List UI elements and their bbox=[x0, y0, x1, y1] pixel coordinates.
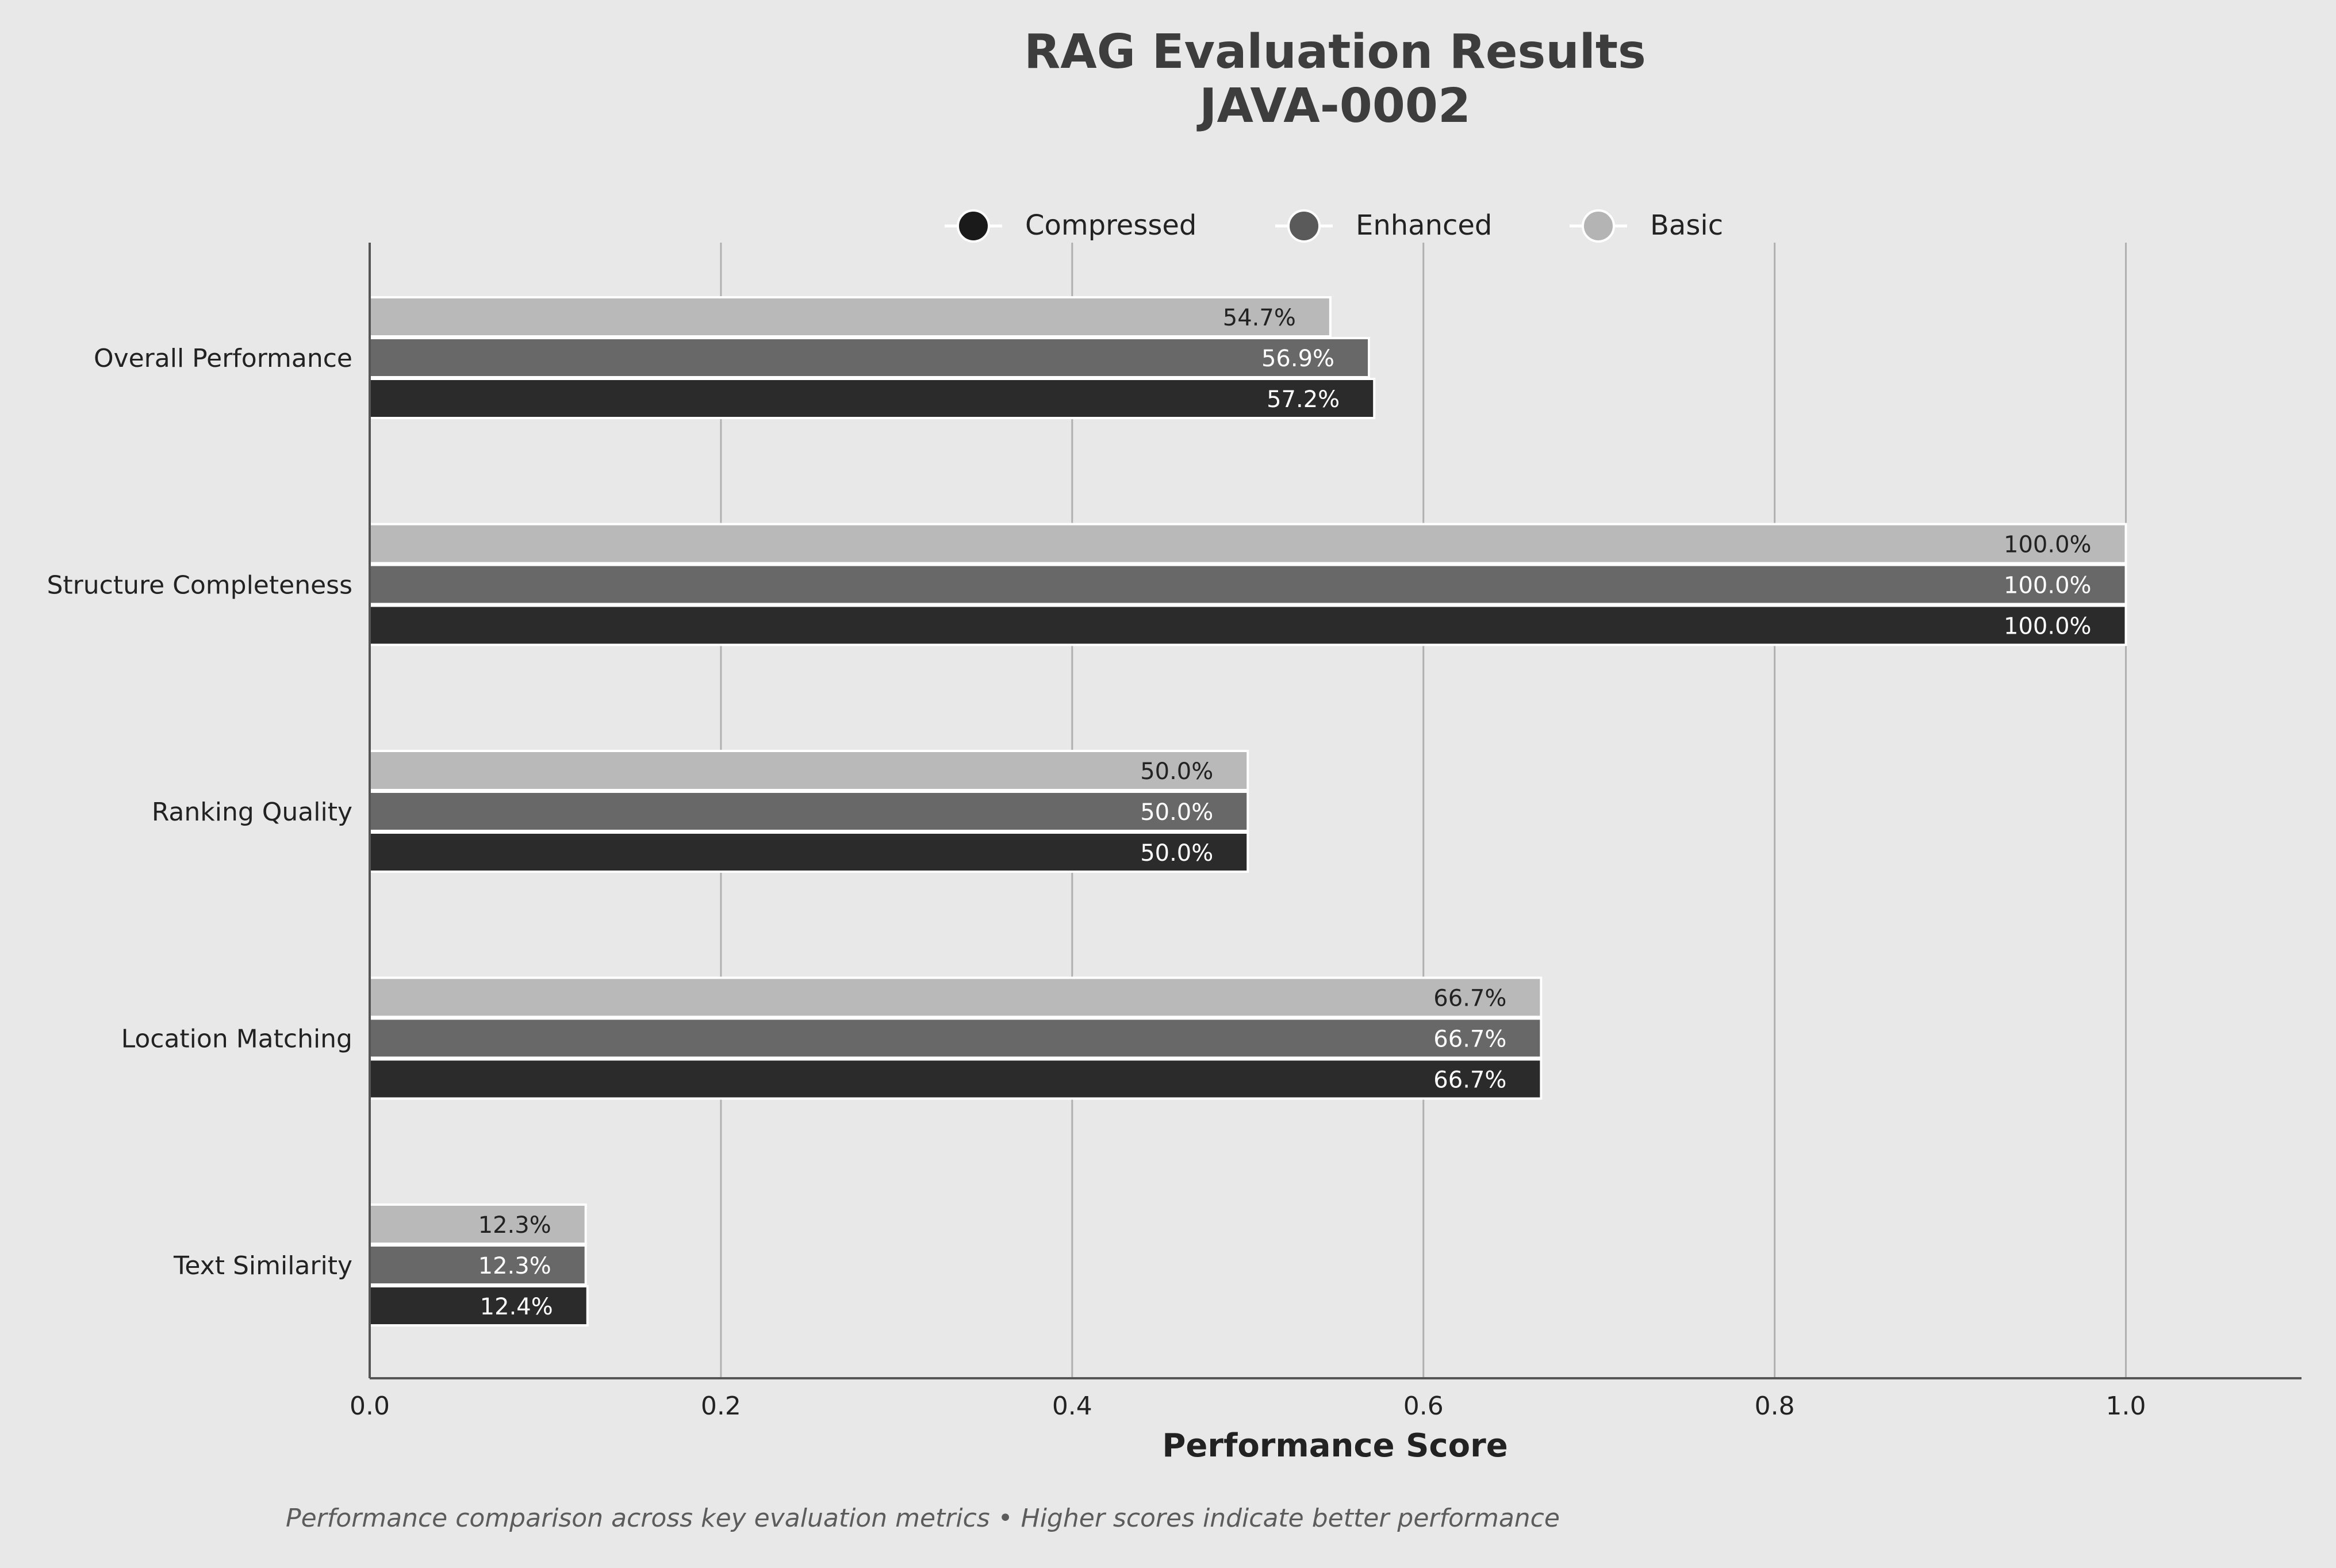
bar-value-label: 56.9% bbox=[1261, 346, 1334, 372]
legend: Compressed Enhanced Basic bbox=[945, 209, 1723, 243]
bar-basic bbox=[369, 976, 1543, 1018]
bar-enhanced bbox=[369, 563, 2127, 605]
x-tick-label: 0.0 bbox=[350, 1391, 390, 1421]
bar-basic bbox=[369, 296, 1332, 338]
y-category-label: Location Matching bbox=[121, 1025, 352, 1054]
bar-value-label: 66.7% bbox=[1433, 1067, 1506, 1094]
x-tick-label: 0.6 bbox=[1403, 1391, 1444, 1421]
x-ticks: 0.0 0.2 0.4 0.6 0.8 1.0 bbox=[350, 1391, 2146, 1421]
bar-value-label: 12.4% bbox=[480, 1294, 553, 1320]
bar-value-label: 66.7% bbox=[1433, 1026, 1506, 1053]
legend-item-basic: Basic bbox=[1570, 209, 1723, 243]
bar-value-label: 12.3% bbox=[478, 1253, 551, 1279]
x-tick-label: 0.4 bbox=[1052, 1391, 1092, 1421]
x-axis-label: Performance Score bbox=[1162, 1427, 1508, 1465]
legend-item-compressed: Compressed bbox=[945, 209, 1196, 243]
bar-enhanced bbox=[369, 1017, 1543, 1059]
bar-compressed bbox=[369, 1285, 589, 1327]
bar-value-label: 12.3% bbox=[478, 1212, 551, 1239]
legend-label: Enhanced bbox=[1356, 209, 1492, 241]
legend-marker bbox=[1582, 209, 1615, 243]
bar-compressed bbox=[369, 1058, 1543, 1100]
bar-enhanced bbox=[369, 791, 1249, 832]
bar-value-label: 100.0% bbox=[2004, 532, 2092, 558]
bar-compressed bbox=[369, 604, 2127, 646]
bar-value-label: 50.0% bbox=[1140, 758, 1213, 785]
bar-compressed bbox=[369, 378, 1376, 419]
bar-enhanced bbox=[369, 337, 1371, 378]
y-category-label: Text Similarity bbox=[173, 1251, 352, 1281]
footnote: Performance comparison across key evalua… bbox=[286, 1504, 1560, 1533]
x-tick-label: 0.8 bbox=[1755, 1391, 1795, 1421]
bar-labels: 54.7% 56.9% 57.2% 100.0% 100.0% 100.0% 50.0% 50… bbox=[478, 305, 2092, 1320]
bar-value-label: 50.0% bbox=[1140, 840, 1213, 867]
bar-value-label: 100.0% bbox=[2004, 614, 2092, 640]
bar-enhanced bbox=[369, 1244, 587, 1286]
x-tick-label: 1.0 bbox=[2106, 1391, 2146, 1421]
chart-title: RAG Evaluation Results bbox=[1024, 25, 1646, 79]
legend-label: Basic bbox=[1650, 209, 1723, 241]
bar-value-label: 100.0% bbox=[2004, 573, 2092, 599]
legend-marker bbox=[1287, 209, 1321, 243]
bar-value-label: 54.7% bbox=[1223, 305, 1296, 331]
legend-label: Compressed bbox=[1025, 209, 1196, 241]
y-category-label: Structure Completeness bbox=[47, 571, 352, 600]
legend-item-enhanced: Enhanced bbox=[1275, 209, 1492, 243]
chart-subtitle: JAVA-0002 bbox=[1196, 79, 1471, 133]
bar-basic bbox=[369, 523, 2127, 565]
y-category-labels: Overall Performance Structure Completenes… bbox=[47, 344, 352, 1281]
y-category-label: Overall Performance bbox=[94, 344, 352, 373]
bar-compressed bbox=[369, 831, 1249, 873]
x-tick-label: 0.2 bbox=[701, 1391, 741, 1421]
bar-value-label: 50.0% bbox=[1140, 799, 1213, 826]
y-category-label: Ranking Quality bbox=[152, 798, 352, 827]
bar-basic bbox=[369, 750, 1249, 791]
legend-marker bbox=[957, 209, 990, 243]
bar-value-label: 57.2% bbox=[1267, 386, 1340, 413]
bars bbox=[369, 296, 2127, 1327]
bar-value-label: 66.7% bbox=[1433, 986, 1506, 1012]
